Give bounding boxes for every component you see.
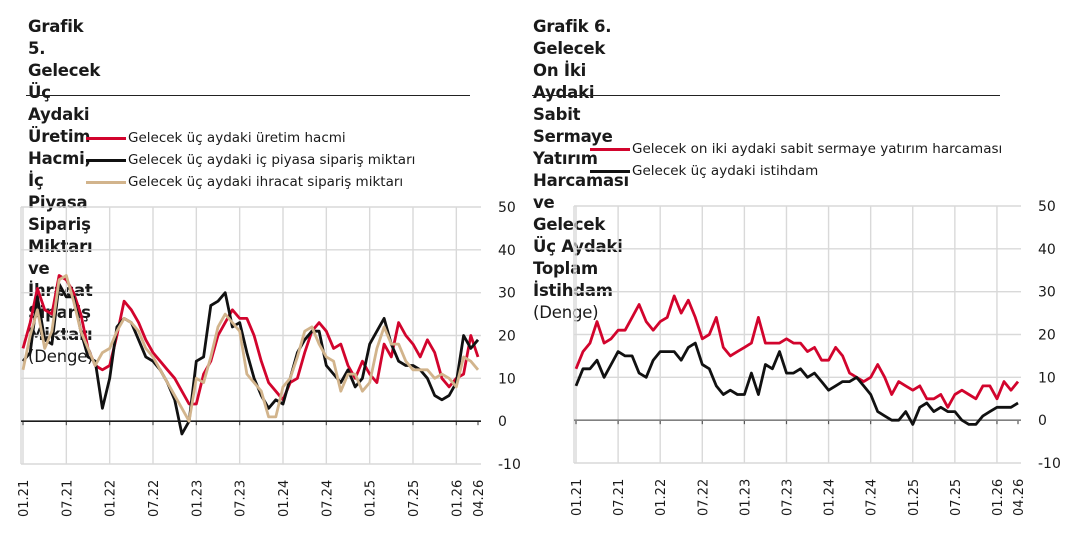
series-line-2 xyxy=(574,341,1019,426)
chart-legend-6: Gelecek on iki aydaki sabit sermaye yatı… xyxy=(590,138,1002,182)
x-tick-label: 07.22 xyxy=(696,479,711,516)
title-line: Grafik 6. Gelecek On İki Aydaki Sabit Se… xyxy=(533,17,613,146)
y-tick-label: 30 xyxy=(498,286,516,302)
y-tick-label: 40 xyxy=(1038,242,1056,258)
legend-line-icon xyxy=(86,158,126,162)
title-line: İç Piyasa Sipariş Miktarı ve İhracat Sip… xyxy=(28,171,93,322)
legend-line-icon xyxy=(590,147,630,151)
title-line: Yatırım Harcaması ve Gelecek Üç Aydaki T… xyxy=(533,149,629,278)
chart-plot-5: 50 40 30 20 10 0 -10 01.21 07.21 01.22 07.22 01.23 0… xyxy=(17,200,521,517)
y-tick-label: 50 xyxy=(1038,199,1056,215)
x-tick-label: 01.21 xyxy=(17,480,32,517)
x-tick-label: 07.25 xyxy=(407,480,422,517)
legend-item: Gelecek on iki aydaki sabit sermaye yatı… xyxy=(590,138,1002,160)
y-tick-label: 20 xyxy=(1038,328,1056,344)
y-tick-label: 0 xyxy=(1038,413,1047,429)
x-tick-label: 01.26 xyxy=(450,480,465,517)
y-tick-label: 0 xyxy=(498,414,507,430)
x-tick-label: 04.26 xyxy=(1012,479,1027,516)
y-tick-label: 30 xyxy=(1038,285,1056,301)
plot-area: 50 40 30 20 10 0 -10 01.21 07.21 01.22 07.22 01.23 0… xyxy=(570,199,1061,516)
x-tick-label: 01.22 xyxy=(654,479,669,516)
x-tick-label: 07.21 xyxy=(60,480,75,517)
x-tick-label: 01.23 xyxy=(190,480,205,517)
y-tick-label: 20 xyxy=(498,329,516,345)
chart-subtitle: (Denge) xyxy=(28,347,94,366)
x-tick-label: 01.25 xyxy=(907,479,922,516)
series-line-1 xyxy=(21,274,480,406)
title-line: Grafik 5. Gelecek Üç Aydaki Üretim Hacmi… xyxy=(28,17,101,168)
x-tick-label: 07.23 xyxy=(234,480,249,517)
legend-label: Gelecek üç aydaki ihracat sipariş miktar… xyxy=(128,174,404,190)
y-tick-label: 10 xyxy=(498,371,516,387)
series-line-2 xyxy=(21,282,480,436)
title-rule xyxy=(26,95,470,96)
x-tick-label: 01.21 xyxy=(570,479,585,516)
x-tick-label: 01.25 xyxy=(364,480,379,517)
y-tick-label: 50 xyxy=(498,200,516,216)
x-tick-label: 01.26 xyxy=(991,479,1006,516)
legend-line-icon xyxy=(590,169,630,173)
series-line-1 xyxy=(574,294,1020,409)
x-tick-label: 07.23 xyxy=(780,479,795,516)
y-tick-label: 40 xyxy=(498,243,516,259)
legend-line-icon xyxy=(86,180,126,184)
plot-area: 50 40 30 20 10 0 -10 01.21 07.21 01.22 07.22 01.23 0… xyxy=(17,200,521,517)
x-tick-label: 04.26 xyxy=(472,480,487,517)
series-line-3 xyxy=(21,274,480,423)
x-tick-label: 01.22 xyxy=(104,480,119,517)
chart-legend-5: Gelecek üç aydaki üretim hacmi Gelecek ü… xyxy=(86,127,415,193)
y-tick-label: -10 xyxy=(498,457,521,473)
y-tick-label: -10 xyxy=(1038,456,1061,472)
x-tick-label: 01.23 xyxy=(738,479,753,516)
legend-item: Gelecek üç aydaki iç piyasa sipariş mikt… xyxy=(86,149,415,171)
title-rule xyxy=(532,95,1000,96)
legend-item: Gelecek üç aydaki ihracat sipariş miktar… xyxy=(86,171,415,193)
x-tick-label: 01.24 xyxy=(277,480,292,517)
chart-subtitle: (Denge) xyxy=(533,303,599,322)
x-tick-label: 07.25 xyxy=(949,479,964,516)
legend-label: Gelecek on iki aydaki sabit sermaye yatı… xyxy=(632,141,1003,157)
x-tick-label: 07.24 xyxy=(865,479,880,516)
legend-label: Gelecek üç aydaki istihdam xyxy=(632,163,819,179)
x-tick-label: 07.22 xyxy=(147,480,162,517)
y-tick-label: 10 xyxy=(1038,370,1056,386)
legend-item: Gelecek üç aydaki istihdam xyxy=(590,160,1002,182)
chart-title-6: Grafik 6. Gelecek On İki Aydaki Sabit Se… xyxy=(533,16,629,324)
x-tick-label: 07.21 xyxy=(612,479,627,516)
title-line: İstihdam xyxy=(533,281,613,300)
legend-label: Gelecek üç aydaki iç piyasa sipariş mikt… xyxy=(128,152,416,168)
legend-item: Gelecek üç aydaki üretim hacmi xyxy=(86,127,415,149)
legend-line-icon xyxy=(86,136,126,140)
x-tick-label: 07.24 xyxy=(320,480,335,517)
legend-label: Gelecek üç aydaki üretim hacmi xyxy=(128,130,346,146)
x-tick-label: 01.24 xyxy=(823,479,838,516)
